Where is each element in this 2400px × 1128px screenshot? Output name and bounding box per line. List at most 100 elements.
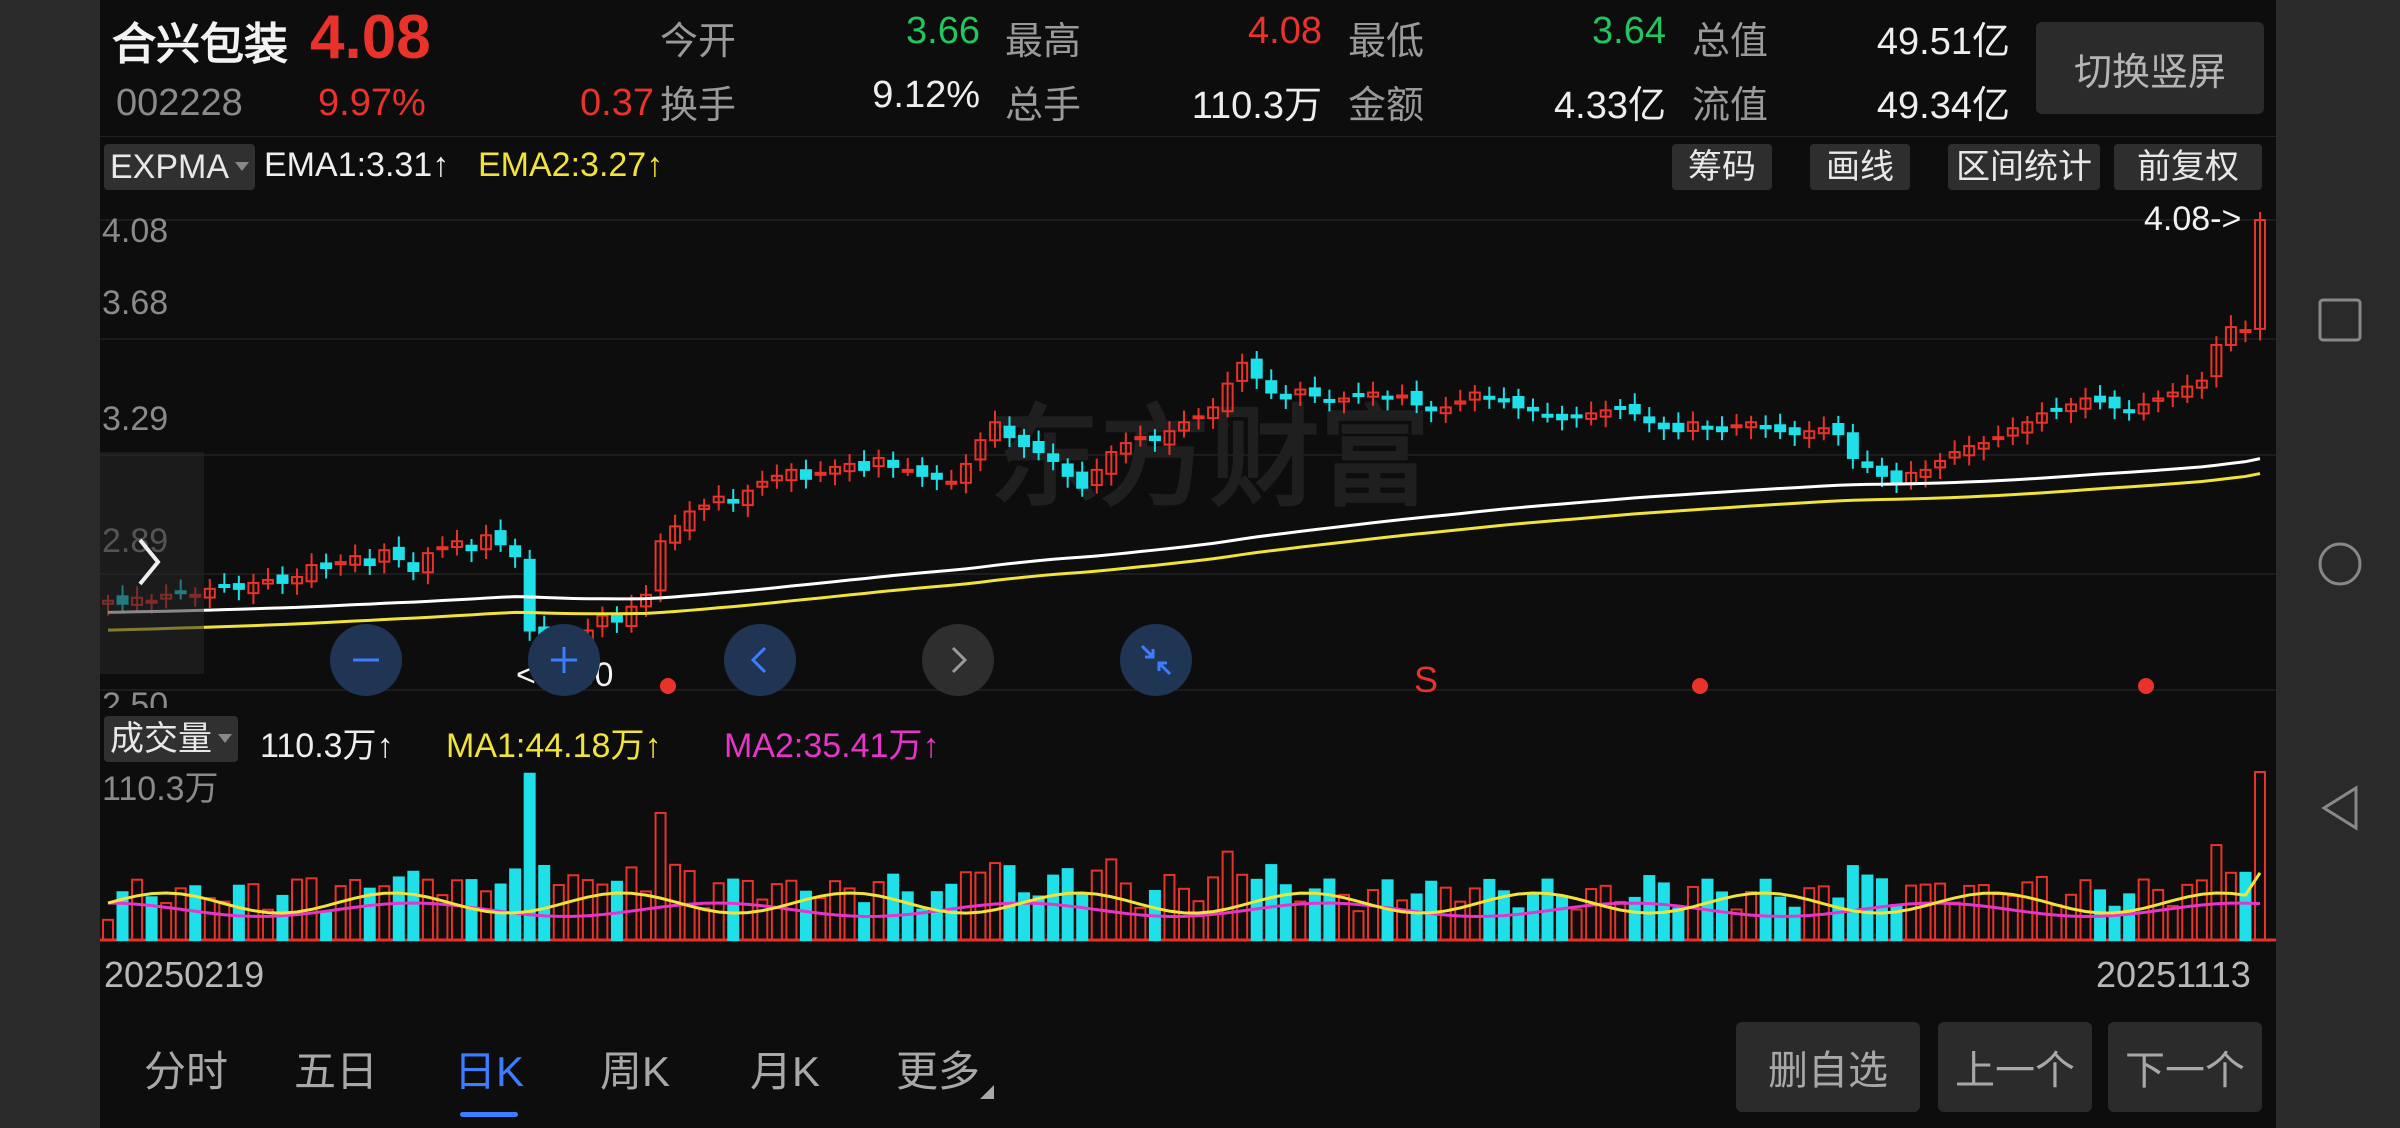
candle-down: [1657, 422, 1670, 430]
expand-panel-handle[interactable]: [100, 452, 204, 674]
candle-up: [1134, 436, 1147, 441]
quote-label: 今开: [660, 21, 737, 63]
volume-indicator-select[interactable]: 成交量: [104, 716, 238, 762]
volume-bar-up: [596, 883, 609, 941]
signal-dot: [2138, 678, 2154, 694]
volume-bar-up: [2254, 771, 2266, 941]
volume-bar-down: [320, 912, 333, 942]
volume-bar-down: [116, 891, 129, 942]
volume-bar-up: [1919, 883, 1932, 941]
ema1-value: EMA1:3.31: [264, 146, 433, 184]
tab-more[interactable]: 更多: [896, 1038, 995, 1099]
quote-value: 110.3万: [1191, 85, 1322, 127]
candle-up: [450, 540, 463, 549]
candle-down: [2123, 409, 2136, 414]
volume-bar-up: [349, 878, 362, 941]
next-stock-button[interactable]: 下一个: [2108, 1022, 2262, 1112]
volume-bar-down: [1410, 893, 1423, 941]
volume-bar-up: [1570, 908, 1583, 942]
ma2-readout: MA2:35.41万↑: [724, 718, 939, 767]
volume-chart[interactable]: 110.3万: [100, 764, 2276, 954]
tab-daily-k[interactable]: 日K: [454, 1048, 525, 1095]
candle-up: [421, 552, 434, 574]
zoom-out-button[interactable]: [330, 624, 402, 696]
quote-label: 金额: [1348, 85, 1425, 127]
quote-value: 49.51亿: [1876, 21, 2010, 63]
candle-up: [480, 534, 493, 551]
candle-up: [1468, 391, 1481, 401]
plus-icon: [551, 647, 577, 673]
candle-down: [465, 544, 478, 552]
price-axis-label: 3.29: [102, 400, 168, 438]
candle-up: [1090, 468, 1103, 487]
recents-icon[interactable]: [2316, 296, 2364, 344]
volume-bar-down: [392, 876, 405, 941]
previous-stock-button[interactable]: 上一个: [1938, 1022, 2092, 1112]
volume-bar-down: [1672, 907, 1685, 941]
candle-down: [930, 472, 943, 480]
candle-up: [1119, 442, 1132, 455]
volume-bar-down: [1526, 892, 1539, 941]
volume-bar-up: [436, 894, 449, 942]
volume-indicator-name: 成交量: [110, 720, 212, 758]
candle-down: [610, 613, 623, 623]
volume-bar-down: [509, 868, 522, 941]
adjust-forward-button[interactable]: 前复权: [2114, 144, 2262, 190]
reset-zoom-button[interactable]: [1120, 624, 1192, 696]
volume-bar-up: [291, 878, 304, 942]
candle-up: [1337, 397, 1350, 403]
volume-bar-down: [1832, 897, 1845, 941]
candle-down: [363, 558, 376, 567]
volume-bar-up: [1192, 900, 1205, 942]
volume-bar-up: [1905, 884, 1918, 941]
candle-up: [596, 614, 609, 628]
home-icon[interactable]: [2316, 540, 2364, 588]
zoom-in-button[interactable]: [528, 624, 600, 696]
stock-detail-landscape: 合兴包装 4.08 002228 9.97% 0.37 今开 3.66 最高 4.08…: [100, 0, 2276, 1128]
switch-portrait-button[interactable]: 切换竖屏: [2036, 22, 2264, 114]
volume-bar-up: [829, 880, 842, 941]
chips-button[interactable]: 筹码: [1672, 144, 1772, 190]
candle-down: [276, 574, 289, 584]
volume-bar-up: [480, 890, 493, 941]
candle-down: [1425, 406, 1438, 412]
candle-down: [1541, 413, 1554, 418]
ema1-arrow: ↑: [432, 146, 450, 184]
candle-down: [1672, 422, 1685, 433]
volume-bar-down: [1759, 878, 1772, 941]
volume-bar-down: [276, 894, 289, 942]
scroll-right-button[interactable]: [922, 624, 994, 696]
candle-down: [1148, 435, 1161, 442]
remove-watchlist-button[interactable]: 删自选: [1736, 1022, 1920, 1112]
volume-bar-up: [2006, 894, 2019, 941]
candle-down: [887, 459, 900, 468]
range-stats-button[interactable]: 区间统计: [1948, 144, 2100, 190]
volume-bar-up: [698, 907, 711, 942]
candle-down: [1323, 398, 1336, 403]
tab-five-day[interactable]: 五日: [294, 1048, 379, 1095]
candle-up: [1454, 400, 1467, 405]
tab-intraday[interactable]: 分时: [144, 1048, 229, 1095]
volume-ma1-line: [107, 871, 2262, 915]
volume-bar-up: [2152, 888, 2165, 941]
indicator-select[interactable]: EXPMA: [104, 144, 256, 190]
candle-up: [305, 564, 318, 583]
candle-up: [247, 581, 260, 595]
candle-down: [1875, 465, 1888, 477]
candle-up: [1730, 424, 1743, 429]
volume-bar-down: [1323, 878, 1336, 942]
back-icon[interactable]: [2316, 784, 2364, 832]
candle-up: [741, 489, 754, 507]
candle-down: [1250, 358, 1263, 379]
ema2-readout: EMA2:3.27↑: [478, 146, 663, 185]
tab-monthly-k[interactable]: 月K: [750, 1048, 821, 1095]
volume-bar-up: [640, 890, 652, 941]
tab-weekly-k[interactable]: 周K: [600, 1048, 671, 1095]
candle-up: [974, 439, 987, 461]
candle-up: [2064, 403, 2077, 413]
draw-line-button[interactable]: 画线: [1810, 144, 1910, 190]
scroll-left-button[interactable]: [724, 624, 796, 696]
candle-down: [1701, 425, 1714, 430]
volume-bar-up: [1948, 901, 1961, 942]
